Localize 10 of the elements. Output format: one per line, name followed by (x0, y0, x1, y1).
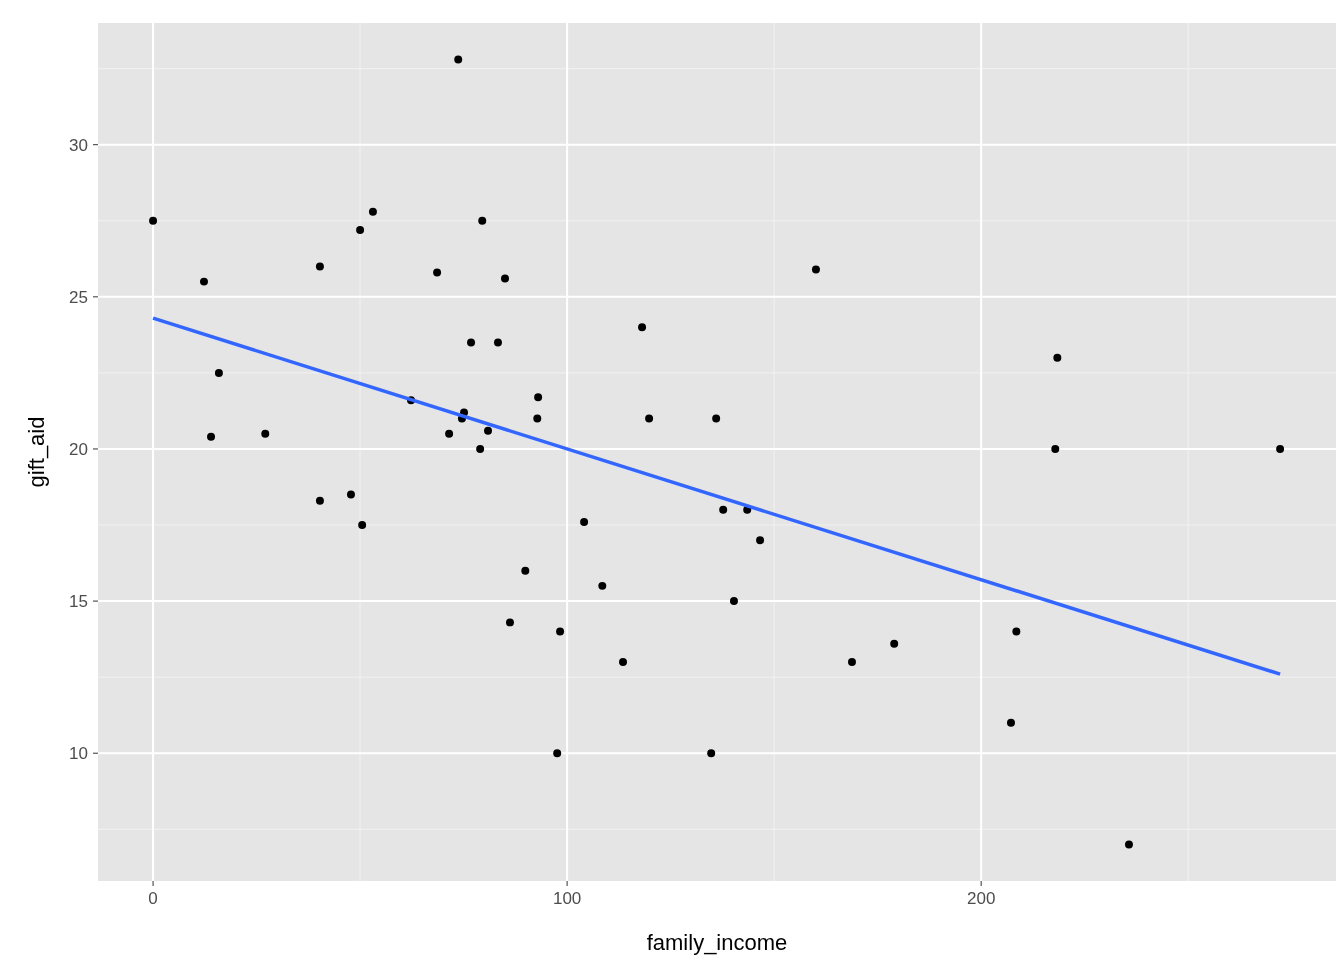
y-axis-title: gift_aid (24, 416, 49, 488)
y-tick-label: 20 (69, 439, 88, 459)
y-tick-label: 15 (69, 592, 88, 612)
x-tick-label: 100 (552, 889, 582, 908)
y-tick-label: 10 (69, 744, 88, 764)
x-axis-title: family_income (646, 930, 788, 955)
x-tick-label: 0 (148, 889, 158, 908)
y-tick-label: 25 (69, 287, 88, 307)
x-tick-label: 200 (966, 889, 996, 908)
y-tick-label: 30 (69, 135, 88, 155)
